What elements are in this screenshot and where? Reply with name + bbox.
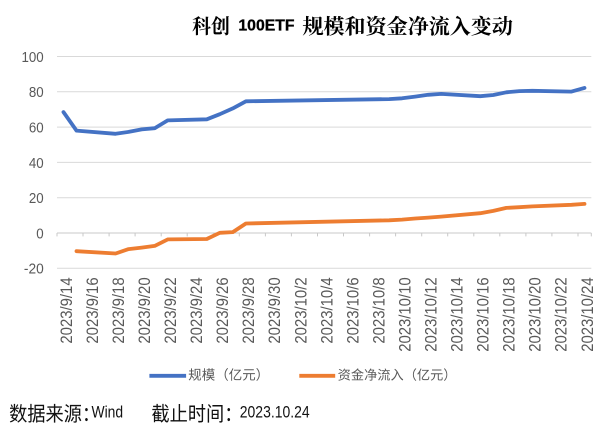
- svg-text:80: 80: [29, 84, 44, 101]
- svg-text:2023/10/12: 2023/10/12: [423, 277, 441, 351]
- svg-text:60: 60: [29, 120, 44, 137]
- svg-text:2023/9/30: 2023/9/30: [266, 277, 284, 343]
- svg-text:2023/10/20: 2023/10/20: [527, 277, 545, 351]
- svg-text:2023/10/10: 2023/10/10: [396, 277, 414, 351]
- svg-text:-20: -20: [24, 261, 44, 278]
- svg-text:2023/10/6: 2023/10/6: [344, 277, 362, 343]
- svg-text:2023/9/22: 2023/9/22: [162, 277, 180, 343]
- svg-text:20: 20: [29, 190, 44, 207]
- svg-text:2023/9/18: 2023/9/18: [110, 277, 128, 343]
- svg-text:2023/10/8: 2023/10/8: [370, 277, 388, 343]
- svg-text:100ETF: 100ETF: [238, 18, 295, 35]
- svg-text:2023/9/28: 2023/9/28: [240, 277, 258, 343]
- svg-text:2023.10.24: 2023.10.24: [240, 402, 310, 421]
- svg-text:2023/9/24: 2023/9/24: [188, 277, 206, 343]
- svg-text:0: 0: [36, 225, 43, 242]
- svg-text:2023/10/24: 2023/10/24: [579, 277, 597, 351]
- svg-text:100: 100: [22, 49, 44, 66]
- svg-text:2023/9/20: 2023/9/20: [136, 277, 154, 343]
- svg-text:2023/10/4: 2023/10/4: [318, 277, 336, 343]
- svg-text:2023/10/22: 2023/10/22: [553, 277, 571, 351]
- svg-text:2023/9/26: 2023/9/26: [214, 277, 232, 343]
- svg-text:2023/10/16: 2023/10/16: [475, 277, 493, 351]
- svg-text:2023/10/18: 2023/10/18: [501, 277, 519, 351]
- svg-text:2023/10/2: 2023/10/2: [292, 277, 310, 343]
- svg-text:Wind: Wind: [92, 402, 124, 421]
- svg-text:2023/9/16: 2023/9/16: [84, 277, 102, 343]
- svg-text:40: 40: [29, 155, 44, 172]
- svg-text:2023/9/14: 2023/9/14: [58, 277, 76, 343]
- svg-text:2023/10/14: 2023/10/14: [449, 277, 467, 351]
